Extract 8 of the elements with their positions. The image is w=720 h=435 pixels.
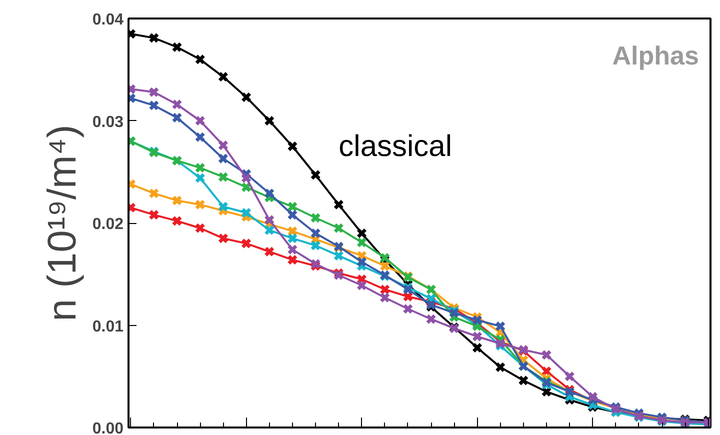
y-tick-label: 0.04 [92, 12, 124, 28]
y-tick-label: 0.02 [92, 216, 124, 233]
y-tick-label: 0.00 [92, 420, 124, 435]
y-axis-title: n (10¹⁹/m⁴) [40, 124, 84, 322]
series-label: classical [338, 130, 452, 163]
y-tick-label: 0.01 [92, 318, 124, 336]
annotation: Alphas [612, 40, 699, 70]
y-tick-label: 0.03 [92, 114, 124, 131]
